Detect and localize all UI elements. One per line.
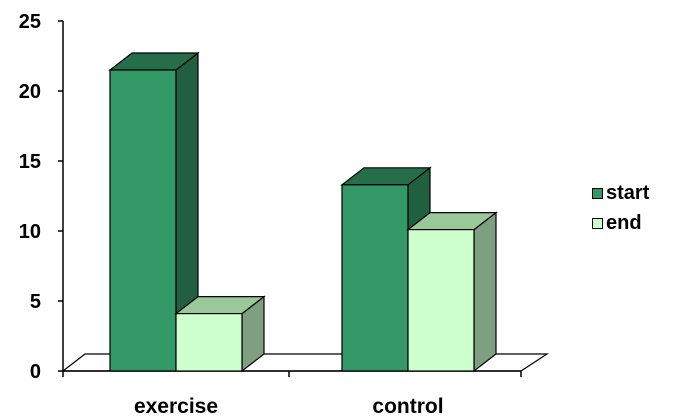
legend-item-end: end bbox=[592, 208, 649, 238]
bar-end-control bbox=[407, 229, 475, 372]
x-tick-label: exercise bbox=[134, 395, 218, 417]
y-tick-label: 25 bbox=[19, 11, 41, 33]
bar-end-exercise bbox=[175, 313, 243, 372]
legend: start end bbox=[592, 178, 649, 238]
legend-swatch-start bbox=[592, 187, 603, 199]
legend-label-start: start bbox=[606, 181, 650, 204]
bar-start-exercise bbox=[109, 69, 177, 372]
legend-item-start: start bbox=[592, 178, 649, 208]
x-tick-label: control bbox=[372, 395, 443, 417]
bar-side-end-control bbox=[473, 211, 497, 373]
y-tick-label: 0 bbox=[30, 361, 41, 383]
legend-label-end: end bbox=[606, 211, 642, 234]
legend-swatch-end bbox=[592, 217, 603, 229]
y-tick-label: 10 bbox=[19, 221, 41, 243]
y-tick-label: 15 bbox=[19, 151, 41, 173]
y-tick-label: 5 bbox=[30, 291, 41, 313]
bar-start-control bbox=[341, 184, 409, 372]
y-tick-label: 20 bbox=[19, 81, 41, 103]
